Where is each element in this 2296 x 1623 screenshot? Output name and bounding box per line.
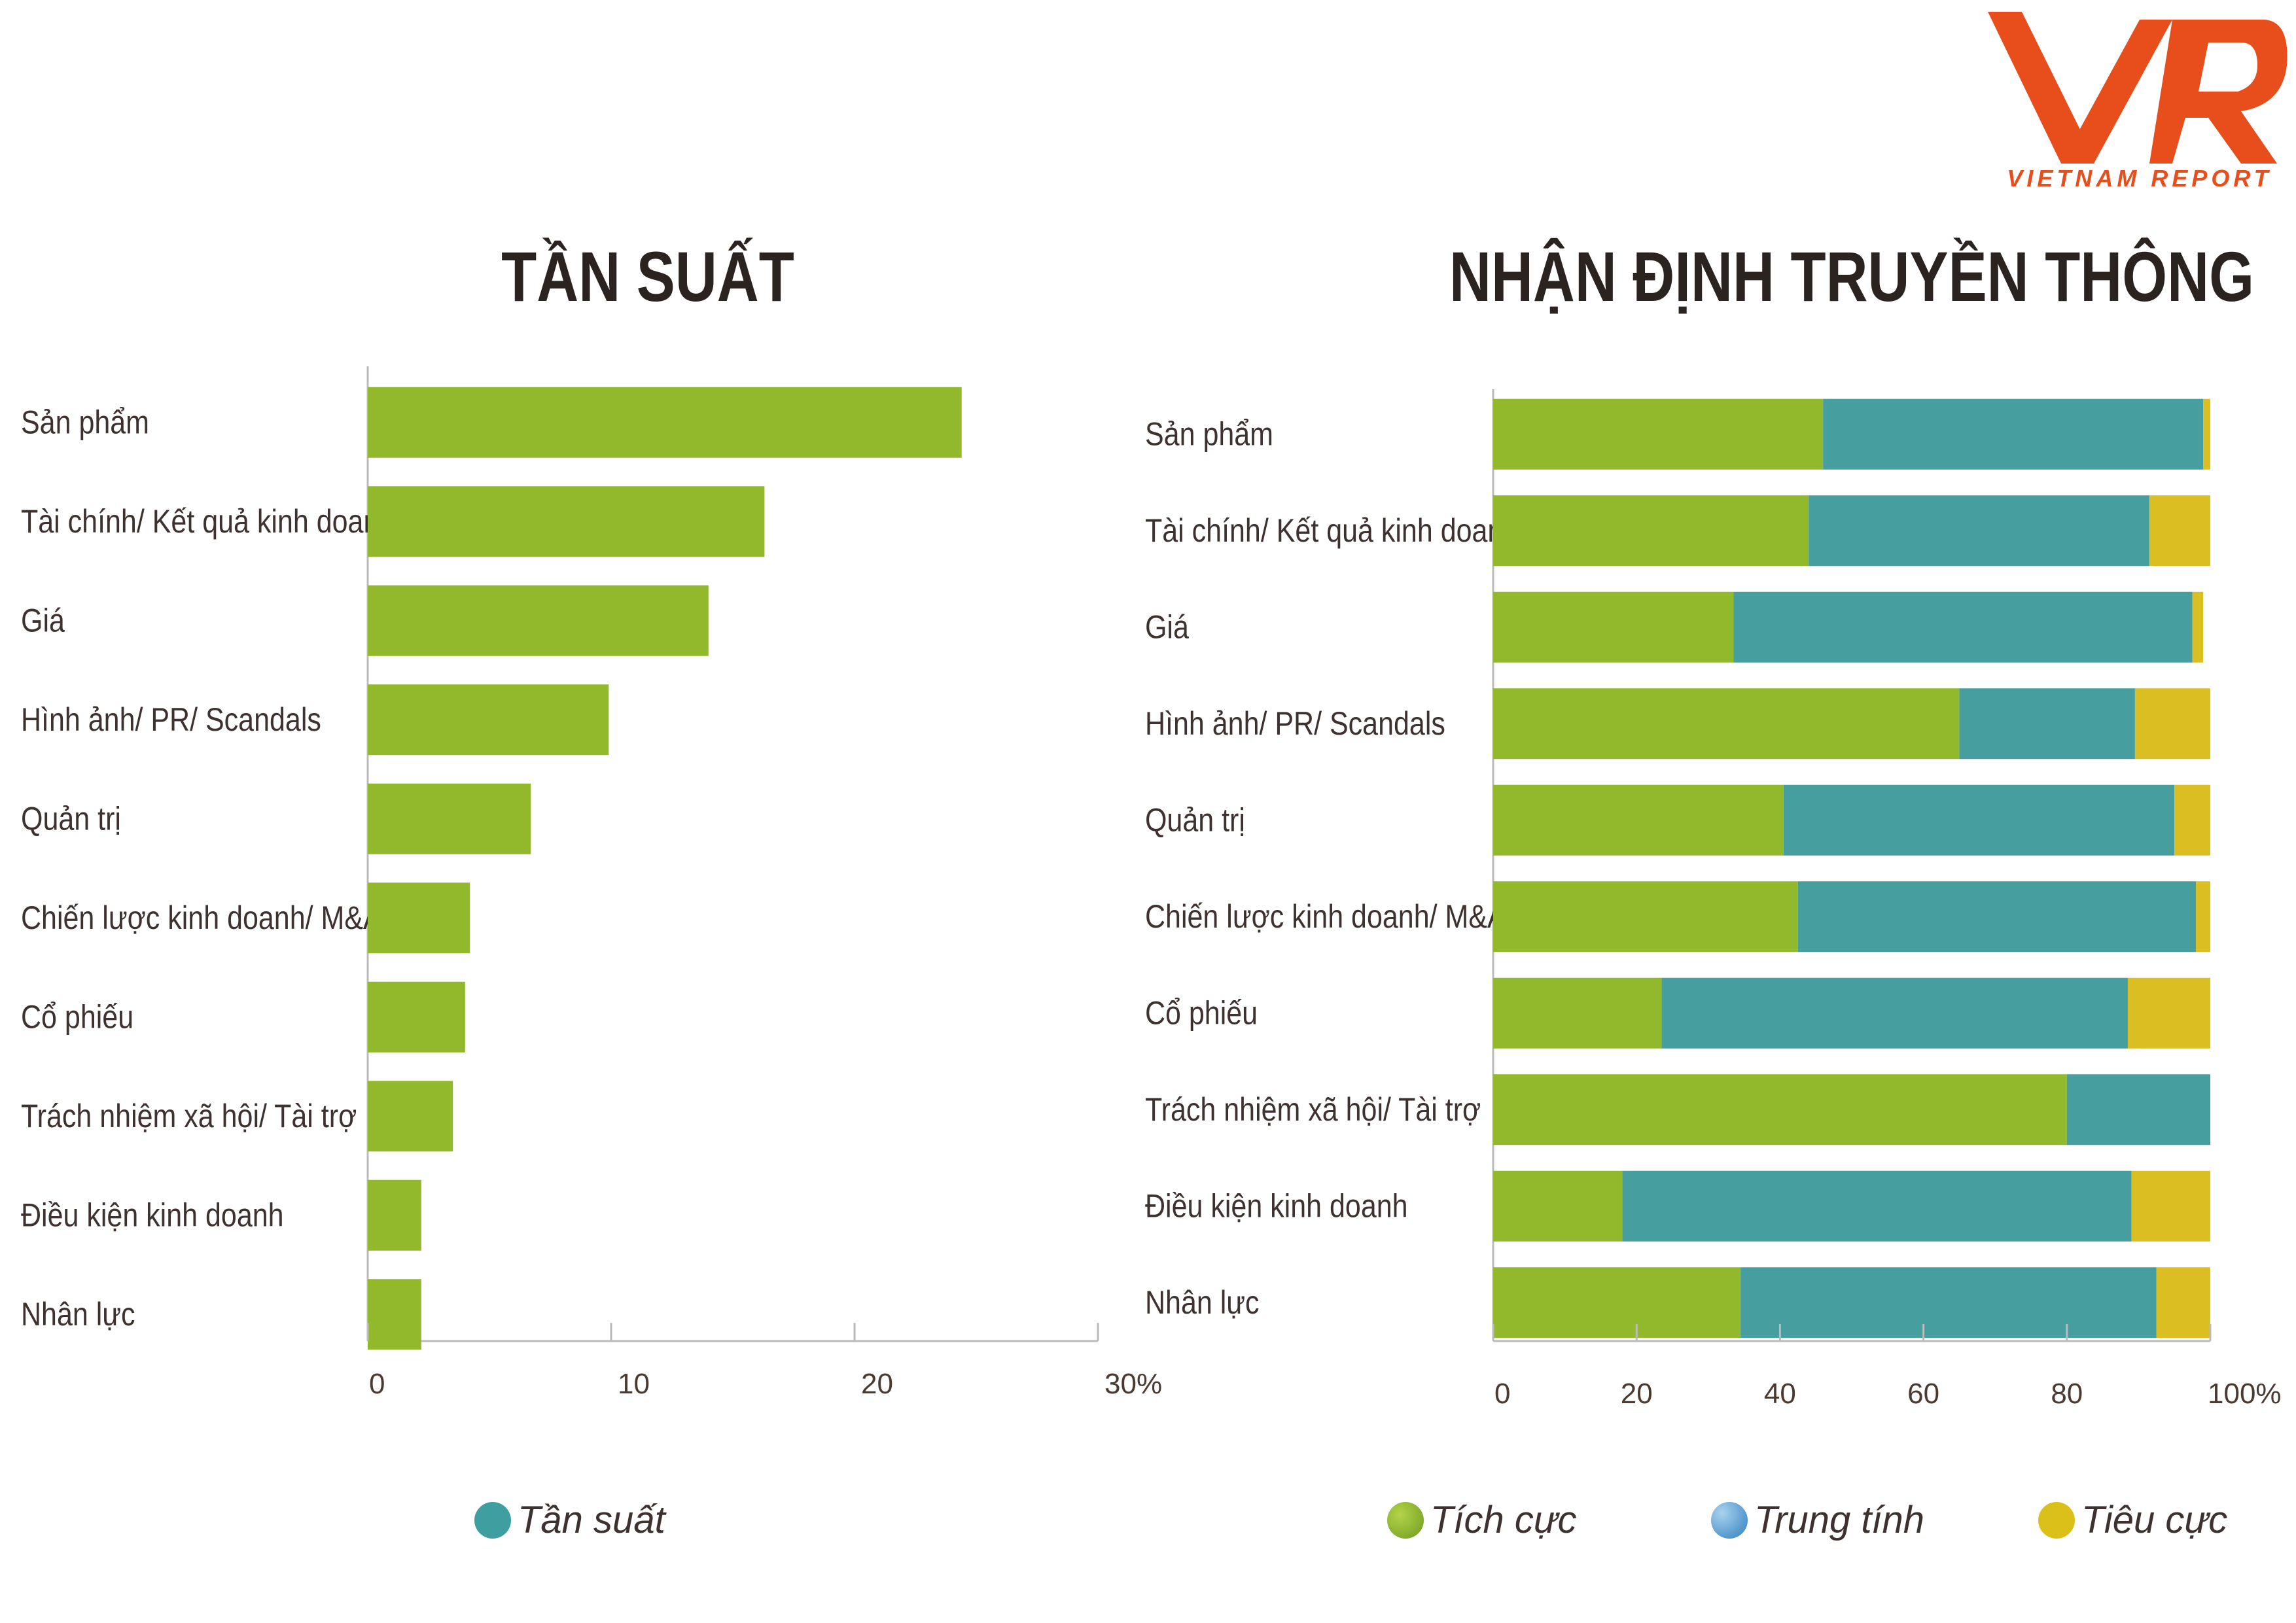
category-label-nhan-luc: Nhân lực — [21, 1296, 135, 1333]
legend-item-frequency: Tần suất — [474, 1498, 665, 1542]
bar-segment-tich-cuc-nhan-luc — [1493, 1267, 1741, 1338]
logo-text: VIETNAM REPORT — [2007, 165, 2272, 192]
bar-segment-trung-tinh-nhan-luc — [1740, 1267, 2157, 1338]
legend-item-negative: Tiêu cực — [2038, 1498, 2227, 1542]
bar-segment-tieu-cuc-chien-luoc-kinh-doanh-m-a — [2196, 881, 2210, 952]
teal-circle-icon — [474, 1501, 511, 1539]
bar-segment-tich-cuc-tai-chinh-ket-qua-kinh-doanh — [1493, 495, 1809, 567]
bar-segment-tieu-cuc-nhan-luc — [2156, 1267, 2210, 1338]
bar-segment-trung-tinh-trach-nhiem-xa-hoi-tai-tro — [2066, 1074, 2210, 1145]
bar-segment-tich-cuc-chien-luoc-kinh-doanh-m-a — [1493, 881, 1798, 952]
x-tick-label: 20 — [1621, 1378, 1653, 1410]
x-tick-label: 60 — [1907, 1378, 1939, 1410]
bar-segment-trung-tinh-gia — [1733, 591, 2193, 663]
green-circle-icon — [1387, 1501, 1424, 1539]
yellow-circle-icon — [2038, 1501, 2075, 1539]
bar-segment-tich-cuc-quan-tri — [1493, 784, 1784, 856]
x-tick-label: 20 — [861, 1368, 893, 1400]
bar-dieu-kien-kinh-doanh — [368, 1179, 421, 1251]
category-label-trach-nhiem-xa-hoi-tai-tro: Trách nhiệm xã hội/ Tài trợ — [1145, 1091, 1481, 1128]
bar-hinh-anh-pr-scandals — [368, 684, 609, 756]
bar-segment-trung-tinh-san-pham — [1823, 398, 2204, 470]
blue-circle-icon — [1711, 1501, 1748, 1539]
chart-title-media-sentiment: NHẬN ĐỊNH TRUYỀN THÔNG — [1449, 237, 2254, 316]
category-label-hinh-anh-pr-scandals: Hình ảnh/ PR/ Scandals — [1145, 705, 1445, 742]
legend-label: Tích cực — [1430, 1499, 1577, 1541]
bar-segment-trung-tinh-co-phieu — [1661, 977, 2128, 1049]
x-tick-label: 40 — [1764, 1378, 1796, 1410]
category-label-dieu-kien-kinh-doanh: Điều kiện kinh doanh — [1145, 1188, 1408, 1225]
bar-segment-tieu-cuc-quan-tri — [2174, 784, 2210, 856]
x-tick-label: 0 — [369, 1368, 385, 1400]
category-label-quan-tri: Quản trị — [21, 801, 121, 837]
bar-co-phieu — [368, 981, 465, 1053]
x-tick-label: 30% — [1104, 1368, 1162, 1400]
bar-segment-tich-cuc-co-phieu — [1493, 977, 1662, 1049]
category-label-gia: Giá — [21, 602, 65, 639]
bar-segment-tich-cuc-san-pham — [1493, 398, 1824, 470]
bar-segment-tieu-cuc-san-pham — [2203, 398, 2210, 470]
x-tick-label: 0 — [1494, 1378, 1510, 1410]
category-label-san-pham: Sản phẩm — [21, 404, 149, 441]
bar-segment-trung-tinh-chien-luoc-kinh-doanh-m-a — [1797, 881, 2197, 952]
legend-label: Tần suất — [518, 1499, 665, 1541]
bar-segment-trung-tinh-quan-tri — [1783, 784, 2175, 856]
logo-mark-v — [1988, 12, 2081, 164]
frequency-bar-chart: Sản phẩm Tài chính/ Kết quả kinh doanh Giá… — [21, 366, 1162, 1400]
bar-segment-tieu-cuc-gia — [2192, 591, 2204, 663]
logo-mark-n — [2061, 20, 2172, 164]
legend-label: Tiêu cực — [2081, 1499, 2228, 1541]
bar-segment-tieu-cuc-hinh-anh-pr-scandals — [2134, 688, 2210, 759]
x-tick-label: 100% — [2208, 1378, 2282, 1410]
bar-gia — [368, 585, 709, 656]
category-label-tai-chinh-ket-qua-kinh-doanh: Tài chính/ Kết quả kinh doanh — [1145, 512, 1519, 549]
category-label-quan-tri: Quản trị — [1145, 802, 1245, 839]
legend-item-positive: Tích cực — [1387, 1498, 1577, 1542]
bar-segment-tich-cuc-dieu-kien-kinh-doanh — [1493, 1170, 1623, 1242]
bar-quan-tri — [368, 783, 531, 854]
vnr-logo — [1988, 12, 2287, 164]
sentiment-stacked-bar-chart: Sản phẩm Tài chính/ Kết quả kinh doanh Giá… — [1145, 389, 2282, 1410]
category-label-san-pham: Sản phẩm — [1145, 416, 1273, 453]
bar-chien-luoc-kinh-doanh-m-a — [368, 882, 470, 954]
bar-segment-tieu-cuc-dieu-kien-kinh-doanh — [2131, 1170, 2210, 1242]
category-label-dieu-kien-kinh-doanh: Điều kiện kinh doanh — [21, 1197, 284, 1234]
bar-segment-trung-tinh-hinh-anh-pr-scandals — [1959, 688, 2135, 759]
category-label-co-phieu: Cổ phiếu — [1145, 995, 1258, 1032]
category-label-trach-nhiem-xa-hoi-tai-tro: Trách nhiệm xã hội/ Tài trợ — [21, 1098, 357, 1134]
category-label-hinh-anh-pr-scandals: Hình ảnh/ PR/ Scandals — [21, 701, 321, 738]
category-label-gia: Giá — [1145, 609, 1189, 646]
bar-segment-tieu-cuc-co-phieu — [2127, 977, 2210, 1049]
category-label-co-phieu: Cổ phiếu — [21, 999, 133, 1036]
category-label-tai-chinh-ket-qua-kinh-doanh: Tài chính/ Kết quả kinh doanh — [21, 503, 395, 540]
legend-label: Trung tính — [1754, 1499, 1925, 1541]
bar-nhan-luc — [368, 1279, 421, 1350]
legend-item-neutral: Trung tính — [1711, 1498, 1924, 1542]
chart-title-frequency: TẦN SUẤT — [501, 237, 794, 316]
bar-trach-nhiem-xa-hoi-tai-tro — [368, 1081, 453, 1152]
bar-segment-tieu-cuc-tai-chinh-ket-qua-kinh-doanh — [2149, 495, 2210, 567]
x-tick-label: 80 — [2051, 1378, 2083, 1410]
category-label-chien-luoc-kinh-doanh-m-a: Chiến lược kinh doanh/ M&A — [21, 899, 382, 936]
x-tick-label: 10 — [618, 1368, 650, 1400]
bar-segment-tich-cuc-hinh-anh-pr-scandals — [1493, 688, 1960, 759]
bar-tai-chinh-ket-qua-kinh-doanh — [368, 486, 765, 557]
logo-mark-r — [2149, 20, 2287, 164]
category-label-chien-luoc-kinh-doanh-m-a: Chiến lược kinh doanh/ M&A — [1145, 898, 1506, 935]
bar-segment-tich-cuc-trach-nhiem-xa-hoi-tai-tro — [1493, 1074, 2067, 1145]
bar-san-pham — [368, 387, 962, 458]
bar-segment-tich-cuc-gia — [1493, 591, 1734, 663]
bar-segment-trung-tinh-tai-chinh-ket-qua-kinh-doanh — [1809, 495, 2149, 567]
bar-segment-trung-tinh-dieu-kien-kinh-doanh — [1622, 1170, 2132, 1242]
category-label-nhan-luc: Nhân lực — [1145, 1284, 1260, 1321]
